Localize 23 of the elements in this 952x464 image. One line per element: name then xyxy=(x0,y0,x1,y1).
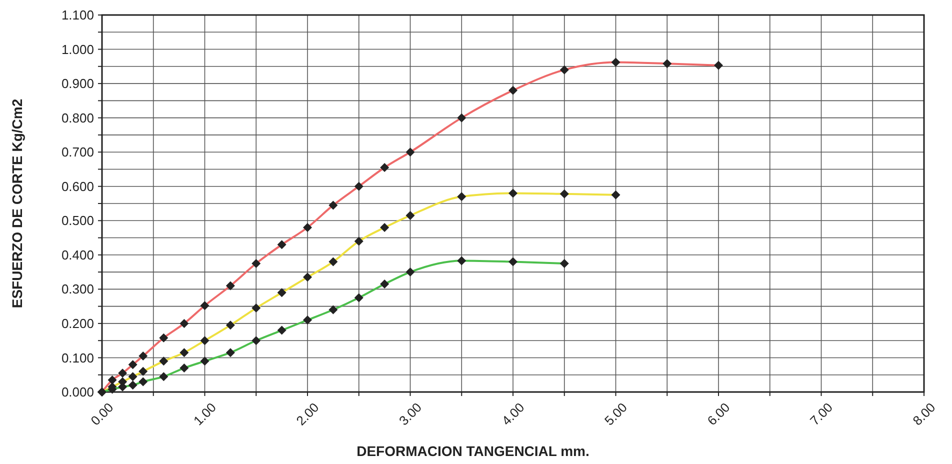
y-tick-label: 0.700 xyxy=(61,144,94,160)
y-tick-label: 0.000 xyxy=(61,384,94,400)
x-tick-label: 2.00 xyxy=(293,400,322,428)
x-tick-label: 0.00 xyxy=(88,400,116,428)
y-axis-title: ESFUERZO DE CORTE Kg/Cm2 xyxy=(9,98,25,308)
y-tick-label: 0.400 xyxy=(61,247,94,262)
y-tick-label: 1.100 xyxy=(61,8,94,23)
x-tick-label: 4.00 xyxy=(498,400,528,428)
y-tick-label: 0.200 xyxy=(61,316,94,332)
y-tick-label: 0.800 xyxy=(61,110,94,126)
x-tick-label: 1.00 xyxy=(190,400,220,428)
y-tick-label: 0.100 xyxy=(61,350,94,366)
y-tick-label: 1.000 xyxy=(61,42,94,57)
y-tick-label: 0.300 xyxy=(61,282,94,297)
y-tick-label: 0.900 xyxy=(61,76,94,92)
x-tick-label: 6.00 xyxy=(704,400,733,428)
y-tick-label: 0.500 xyxy=(61,213,94,228)
x-tick-label: 7.00 xyxy=(807,400,836,428)
x-tick-label: 3.00 xyxy=(396,400,425,428)
x-tick-label: 5.00 xyxy=(602,400,630,428)
y-tick-label: 0.600 xyxy=(61,178,94,194)
x-tick-label: 8.00 xyxy=(910,400,938,428)
x-axis-title: DEFORMACION TANGENCIAL mm. xyxy=(356,443,590,459)
